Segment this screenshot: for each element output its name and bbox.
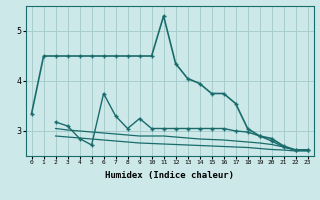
X-axis label: Humidex (Indice chaleur): Humidex (Indice chaleur) bbox=[105, 171, 234, 180]
